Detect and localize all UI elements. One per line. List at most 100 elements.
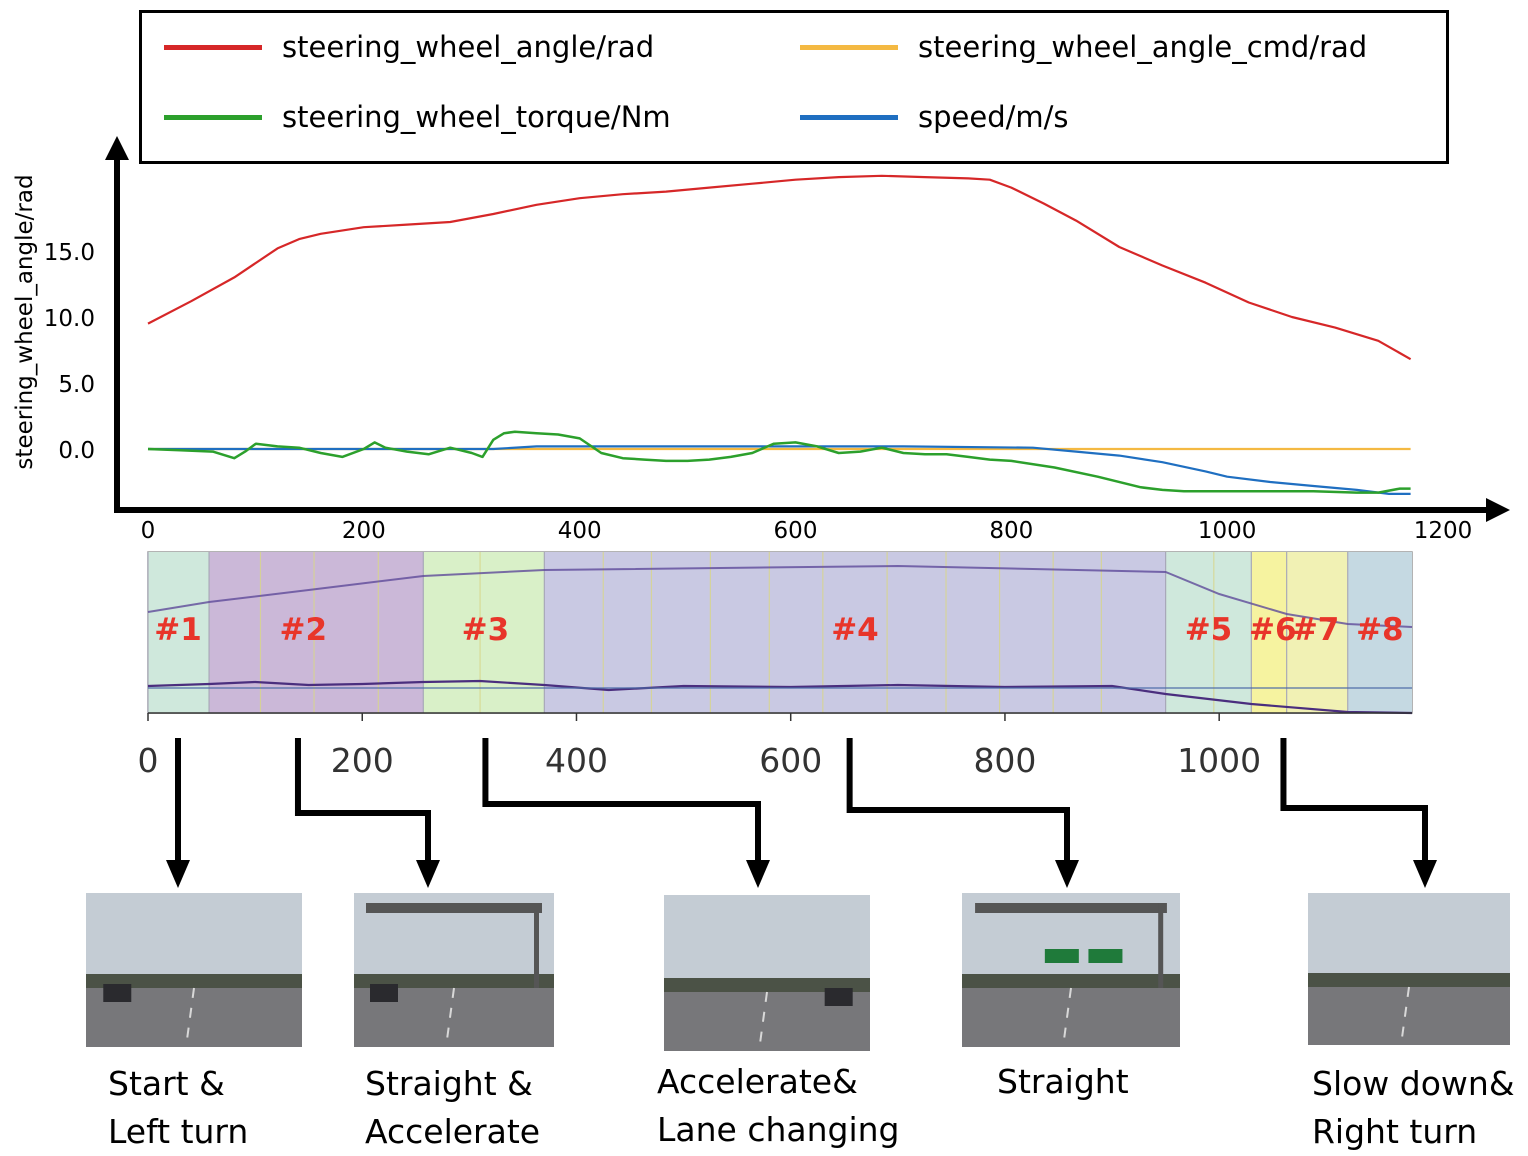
y-axis-arrowhead (105, 136, 129, 160)
legend-swatch-speed (800, 114, 898, 120)
legend-item-steering-cmd: steering_wheel_angle_cmd/rad (800, 27, 1367, 67)
x-tick-label-6: 1200 (1414, 518, 1473, 544)
x-tick-label-0: 0 (141, 518, 156, 544)
frame-caption-2-line1: Straight & (365, 1064, 533, 1103)
frame-pointer-head-1 (166, 860, 190, 888)
y-axis-title: steering_wheel_angle/rad (12, 174, 38, 469)
frame-caption-1-line1: Start & (108, 1064, 225, 1103)
green-sign (1088, 949, 1123, 963)
treeline (86, 974, 302, 988)
frame-pointer-5 (1280, 738, 1428, 860)
segment-band-3 (423, 552, 545, 713)
frame-caption-2-line2: Accelerate (365, 1112, 541, 1151)
legend-label-speed: speed/m/s (918, 100, 1069, 134)
series-line-steering-wheel-angle-rad (147, 174, 1412, 361)
frame-thumbnail-4 (962, 893, 1180, 1047)
segment-label-8: #8 (1356, 612, 1404, 648)
legend-label-steering-cmd: steering_wheel_angle_cmd/rad (918, 30, 1368, 64)
legend-swatch-steering-torque (164, 114, 262, 120)
treeline (1308, 973, 1510, 987)
sky (86, 893, 302, 988)
segment-label-3: #3 (462, 612, 510, 648)
treeline (354, 974, 554, 988)
x-tick-label-1: 200 (342, 518, 386, 544)
lane-marking (185, 987, 195, 1047)
segment-x-tick-label-3: 600 (759, 741, 822, 780)
car (370, 984, 398, 1002)
x-axis-arrowhead (1486, 498, 1510, 522)
frame-caption-1-line2: Left turn (108, 1112, 249, 1151)
segment-label-7: #7 (1292, 612, 1340, 648)
frame-caption-5-line1: Slow down& (1312, 1064, 1515, 1103)
x-tick-label-2: 400 (558, 518, 602, 544)
overhead-gantry (366, 903, 542, 913)
frame-caption-3-line1: Accelerate& (657, 1062, 858, 1101)
frame-pointer-head-2 (416, 860, 440, 888)
y-tick-label-1: 5.0 (58, 372, 95, 398)
segment-label-6: #6 (1249, 612, 1297, 648)
segment-label-1: #1 (154, 612, 202, 648)
segment-band-6 (1251, 552, 1287, 713)
frame-image-1 (86, 893, 302, 1047)
segment-label-5: #5 (1185, 612, 1233, 648)
frame-caption-3: Accelerate& Lane changing (657, 1058, 900, 1154)
frame-pointer-head-5 (1413, 860, 1437, 888)
overhead-gantry (975, 903, 1167, 913)
car (824, 988, 853, 1006)
gantry-post (1158, 903, 1164, 988)
sky (1308, 893, 1510, 987)
segment-x-tick-label-2: 400 (545, 741, 608, 780)
frame-caption-2: Straight & Accelerate (365, 1060, 540, 1156)
green-sign (1044, 949, 1079, 963)
legend-label-steering-torque: steering_wheel_torque/Nm (282, 100, 671, 134)
road (1308, 987, 1510, 1045)
frame-thumbnail-2 (354, 893, 554, 1047)
mini-steering-angle-line (147, 564, 1413, 628)
segment-x-tick-label-4: 800 (973, 741, 1036, 780)
y-tick-label-3: 15.0 (44, 240, 95, 266)
frame-image-2 (354, 893, 554, 1047)
frame-pointer-head-4 (1055, 860, 1079, 888)
main-line-chart: 0.0 5.0 10.0 15.0 0 200 400 600 800 1000 1200 steer… (12, 136, 1510, 544)
legend-item-steering-angle: steering_wheel_angle/rad (164, 27, 654, 67)
treeline (962, 974, 1180, 988)
frame-pointer-2 (294, 738, 431, 860)
frame-image-3 (664, 895, 870, 1051)
frame-pointer-4 (846, 738, 1070, 860)
frame-pointer-head-3 (746, 860, 770, 888)
frame-pointer-3 (482, 738, 761, 860)
x-tick-label-3: 600 (774, 518, 818, 544)
x-tick-label-4: 800 (989, 518, 1033, 544)
segment-label-4: #4 (831, 612, 879, 648)
segment-label-2: #2 (280, 612, 328, 648)
frame-thumbnail-1 (86, 893, 302, 1047)
frame-caption-3-line2: Lane changing (657, 1110, 900, 1149)
frame-thumbnail-3 (664, 895, 870, 1051)
series-line-steering-wheel-torque-nm (147, 430, 1411, 494)
legend-swatch-steering-angle (164, 44, 262, 50)
frame-caption-5: Slow down& Right turn (1312, 1060, 1515, 1156)
frame-image-5 (1308, 893, 1510, 1045)
segment-timeline-chart: #1 #2 #3 #4 #5 #6#7 #8 0 200 400 600 800 1000 (138, 551, 1413, 780)
frame-image-4 (962, 893, 1180, 1047)
car (103, 984, 132, 1002)
frame-thumbnail-5 (1308, 893, 1510, 1045)
sky (664, 895, 870, 992)
legend-swatch-steering-cmd (800, 44, 898, 50)
legend-item-steering-torque: steering_wheel_torque/Nm (164, 97, 671, 137)
series-line-speed-m-s (148, 445, 1411, 495)
road (962, 988, 1180, 1047)
frame-caption-1: Start & Left turn (108, 1060, 248, 1156)
frame-caption-4: Straight (997, 1058, 1129, 1106)
frame-caption-5-line2: Right turn (1312, 1112, 1478, 1151)
chart-legend: steering_wheel_angle/rad steering_wheel_… (139, 10, 1449, 164)
segment-x-tick-label-0: 0 (138, 741, 159, 780)
y-tick-label-0: 0.0 (58, 438, 95, 464)
lane-marking (758, 991, 768, 1051)
x-tick-label-5: 1000 (1198, 518, 1257, 544)
segment-band-2 (209, 552, 424, 713)
legend-label-steering-angle: steering_wheel_angle/rad (282, 30, 655, 64)
lane-marking (1062, 987, 1072, 1047)
